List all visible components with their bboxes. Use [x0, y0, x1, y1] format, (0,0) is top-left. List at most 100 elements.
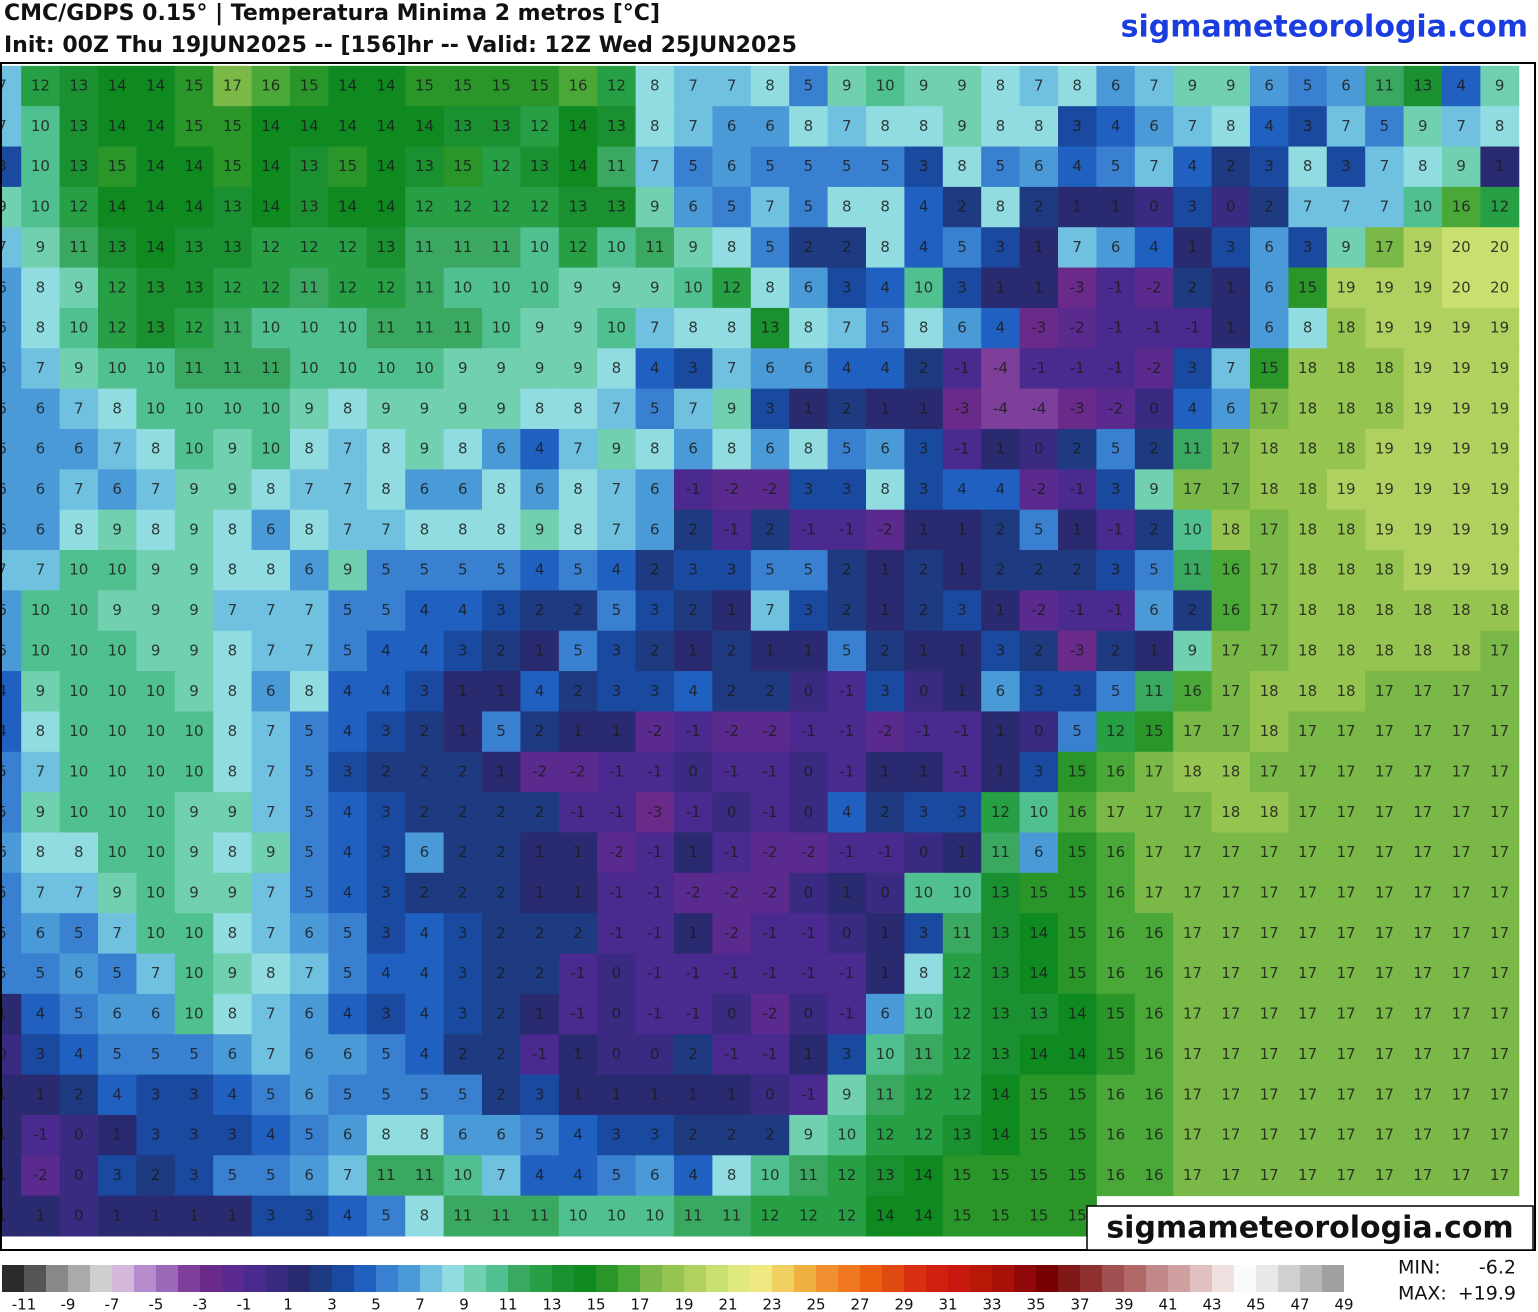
temp-value: -1 [1070, 480, 1085, 498]
temp-value: 17 [1336, 964, 1355, 982]
temp-cell [520, 388, 560, 430]
temp-cell [443, 348, 483, 390]
temp-value: 4 [420, 1045, 430, 1063]
temp-value: 9 [189, 601, 199, 619]
temp-cell [98, 348, 137, 390]
temp-value: 10 [492, 319, 511, 337]
temp-cell [1211, 65, 1251, 107]
temp-value: 17 [1298, 762, 1317, 780]
temp-cell [1250, 227, 1289, 269]
temp-cell [558, 872, 598, 914]
temp-cell [750, 388, 790, 430]
temp-cell [98, 630, 137, 672]
temp-value: 15 [108, 157, 127, 175]
colorbar-swatch [398, 1265, 420, 1292]
temp-cell [1442, 913, 1481, 955]
temp-value: 12 [799, 1206, 818, 1224]
temp-value: 10 [146, 722, 165, 740]
temp-cell [635, 146, 675, 188]
temp-cell [1173, 227, 1213, 269]
temp-cell [942, 550, 982, 591]
temp-cell [942, 711, 982, 753]
temp-cell [635, 106, 675, 148]
temp-cell [635, 711, 675, 753]
temp-cell [1403, 428, 1443, 470]
colorbar-swatch [222, 1265, 244, 1292]
temp-value: 6 [0, 440, 7, 458]
temp-cell [520, 1155, 560, 1197]
temp-value: 17 [1336, 803, 1355, 821]
temp-value: 5 [112, 964, 122, 982]
temp-value: 15 [1068, 884, 1087, 902]
temp-cell [251, 1114, 291, 1156]
temp-cell [597, 1074, 637, 1116]
temp-cell [1442, 146, 1481, 188]
temp-value: 12 [530, 198, 549, 216]
temp-cell [1288, 953, 1328, 995]
temp-cell [674, 832, 713, 874]
temp-value: 15 [1068, 964, 1087, 982]
temp-value: 3 [420, 682, 430, 700]
temp-cell [981, 751, 1021, 793]
temp-value: 5 [804, 561, 814, 579]
temp-value: 5 [650, 399, 660, 417]
temp-cell [1019, 186, 1059, 228]
temp-cell [290, 227, 329, 269]
temp-cell [1403, 630, 1443, 672]
temp-value: 9 [1226, 77, 1236, 95]
temp-value: 2 [727, 1126, 737, 1144]
temp-value: 3 [612, 641, 622, 659]
temp-value: -1 [763, 964, 778, 982]
temp-value: 7 [727, 359, 737, 377]
temp-cell [98, 307, 137, 349]
temp-value: 7 [842, 319, 852, 337]
temp-cell [558, 106, 598, 148]
temp-value: 1 [0, 1005, 7, 1023]
colorbar-swatch [156, 1265, 178, 1292]
temp-value: 9 [74, 278, 84, 296]
temp-cell [1250, 953, 1289, 995]
temp-value: 7 [650, 157, 660, 175]
temp-value: 9 [612, 278, 622, 296]
temp-cell [904, 550, 944, 591]
temp-value: 8 [1034, 117, 1044, 135]
temp-value: 1 [1034, 278, 1044, 296]
temp-cell [136, 1155, 176, 1197]
temp-value: 8 [880, 117, 890, 135]
temp-value: 8 [573, 399, 583, 417]
temp-cell [136, 388, 176, 430]
temp-cell [1019, 428, 1059, 470]
temp-cell [712, 1074, 752, 1116]
temp-value: 6 [880, 1005, 890, 1023]
temp-value: 10 [69, 762, 88, 780]
temp-value: 13 [415, 157, 434, 175]
colorbar-swatch [1190, 1265, 1212, 1292]
temp-value: 4 [0, 682, 7, 700]
temp-value: 5 [304, 843, 314, 861]
temp-value: 6 [343, 1126, 353, 1144]
temp-value: 5 [842, 440, 852, 458]
temp-cell [789, 993, 829, 1035]
temp-value: 3 [304, 1206, 314, 1224]
temp-cell [942, 186, 982, 228]
temp-cell [482, 509, 521, 551]
temp-cell [1442, 65, 1481, 107]
temp-value: 9 [573, 278, 583, 296]
temp-value: 4 [1188, 157, 1198, 175]
temp-cell [904, 993, 944, 1035]
temp-cell [712, 227, 752, 269]
temp-cell [674, 1114, 713, 1156]
temp-cell [290, 106, 329, 148]
temp-value: 7 [266, 1045, 276, 1063]
temp-cell [1403, 146, 1443, 188]
temp-value: 3 [957, 278, 967, 296]
temp-value: 0 [74, 1206, 84, 1224]
temp-value: 10 [184, 924, 203, 942]
temp-cell [827, 711, 867, 753]
temp-cell [750, 630, 790, 672]
temp-cell [1211, 872, 1251, 914]
temp-cell [866, 751, 905, 793]
temp-value: 10 [952, 884, 971, 902]
temp-cell [904, 1195, 944, 1237]
temp-value: -1 [1031, 359, 1046, 377]
